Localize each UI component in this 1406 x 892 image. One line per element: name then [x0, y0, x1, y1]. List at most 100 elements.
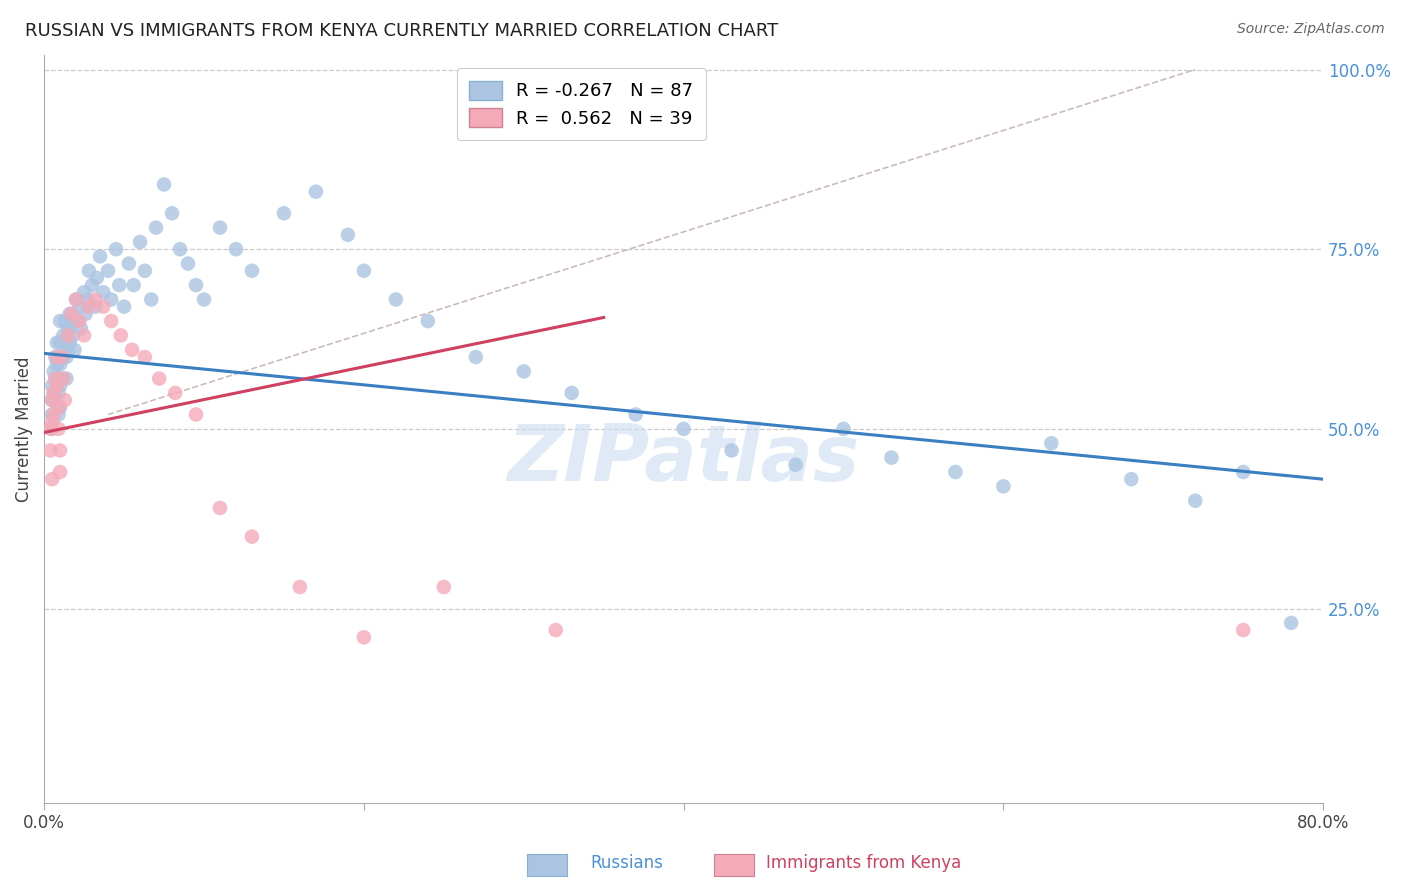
Point — [45, 378, 67, 392]
Point — [624, 408, 647, 422]
Point — [77, 300, 100, 314]
Point — [49, 443, 72, 458]
Point — [73, 285, 96, 300]
Point — [145, 220, 167, 235]
Point — [416, 314, 439, 328]
Point — [60, 307, 83, 321]
Point — [118, 256, 141, 270]
Point — [89, 249, 111, 263]
Point — [1040, 436, 1063, 450]
Point — [41, 415, 63, 429]
Point — [1232, 465, 1254, 479]
Point — [48, 422, 70, 436]
Point — [134, 264, 156, 278]
Point — [880, 450, 903, 465]
Point — [288, 580, 311, 594]
Point — [100, 293, 122, 307]
Point — [52, 371, 75, 385]
Point — [91, 285, 114, 300]
Point — [832, 422, 855, 436]
Point — [84, 293, 107, 307]
Point — [112, 300, 135, 314]
Text: ZIPatlas: ZIPatlas — [508, 421, 859, 497]
Point — [44, 371, 66, 385]
Point — [44, 350, 66, 364]
Point — [52, 350, 75, 364]
Point — [353, 264, 375, 278]
Point — [1184, 493, 1206, 508]
Point — [48, 408, 70, 422]
Point — [86, 271, 108, 285]
Text: Russians: Russians — [591, 855, 664, 872]
Point — [110, 328, 132, 343]
Point — [49, 314, 72, 328]
Point — [48, 401, 70, 415]
Point — [77, 264, 100, 278]
Point — [353, 630, 375, 644]
Point — [48, 386, 70, 401]
Point — [184, 408, 207, 422]
Point — [73, 328, 96, 343]
Point — [433, 580, 456, 594]
Point — [153, 178, 176, 192]
Point — [45, 335, 67, 350]
Point — [785, 458, 807, 472]
Point — [208, 500, 231, 515]
Point — [160, 206, 183, 220]
Point — [97, 264, 120, 278]
Point — [134, 350, 156, 364]
Point — [544, 623, 567, 637]
Point — [41, 393, 63, 408]
Point — [225, 242, 247, 256]
Point — [56, 343, 79, 357]
Point — [45, 357, 67, 371]
Point — [53, 335, 76, 350]
Point — [193, 293, 215, 307]
Point — [42, 386, 65, 401]
Point — [41, 393, 63, 408]
Point — [84, 300, 107, 314]
Point — [76, 293, 98, 307]
Point — [42, 408, 65, 422]
Point — [165, 386, 187, 401]
Text: Immigrants from Kenya: Immigrants from Kenya — [766, 855, 962, 872]
Point — [1279, 615, 1302, 630]
Point — [44, 371, 66, 385]
Point — [49, 401, 72, 415]
Point — [720, 443, 742, 458]
Point — [42, 386, 65, 401]
Text: Source: ZipAtlas.com: Source: ZipAtlas.com — [1237, 22, 1385, 37]
Point — [39, 443, 62, 458]
Point — [273, 206, 295, 220]
Point — [59, 307, 82, 321]
Point — [336, 227, 359, 242]
Point — [121, 343, 143, 357]
Point — [55, 371, 77, 385]
Point — [56, 328, 79, 343]
Point — [45, 350, 67, 364]
Point — [55, 350, 77, 364]
Text: RUSSIAN VS IMMIGRANTS FROM KENYA CURRENTLY MARRIED CORRELATION CHART: RUSSIAN VS IMMIGRANTS FROM KENYA CURRENT… — [25, 22, 779, 40]
Y-axis label: Currently Married: Currently Married — [15, 356, 32, 501]
Point — [91, 300, 114, 314]
Point — [148, 371, 170, 385]
Point — [65, 293, 87, 307]
Point — [240, 264, 263, 278]
Point — [63, 343, 86, 357]
Point — [122, 278, 145, 293]
Point — [385, 293, 408, 307]
Point — [67, 300, 90, 314]
Point — [59, 335, 82, 350]
Point — [66, 314, 89, 328]
Point — [62, 328, 84, 343]
Point — [75, 307, 97, 321]
Point — [42, 364, 65, 378]
Point — [993, 479, 1015, 493]
Point — [1121, 472, 1143, 486]
Point — [49, 335, 72, 350]
Point — [129, 235, 152, 249]
Point — [56, 321, 79, 335]
Point — [672, 422, 695, 436]
Legend: R = -0.267   N = 87, R =  0.562   N = 39: R = -0.267 N = 87, R = 0.562 N = 39 — [457, 68, 706, 140]
Point — [70, 321, 93, 335]
